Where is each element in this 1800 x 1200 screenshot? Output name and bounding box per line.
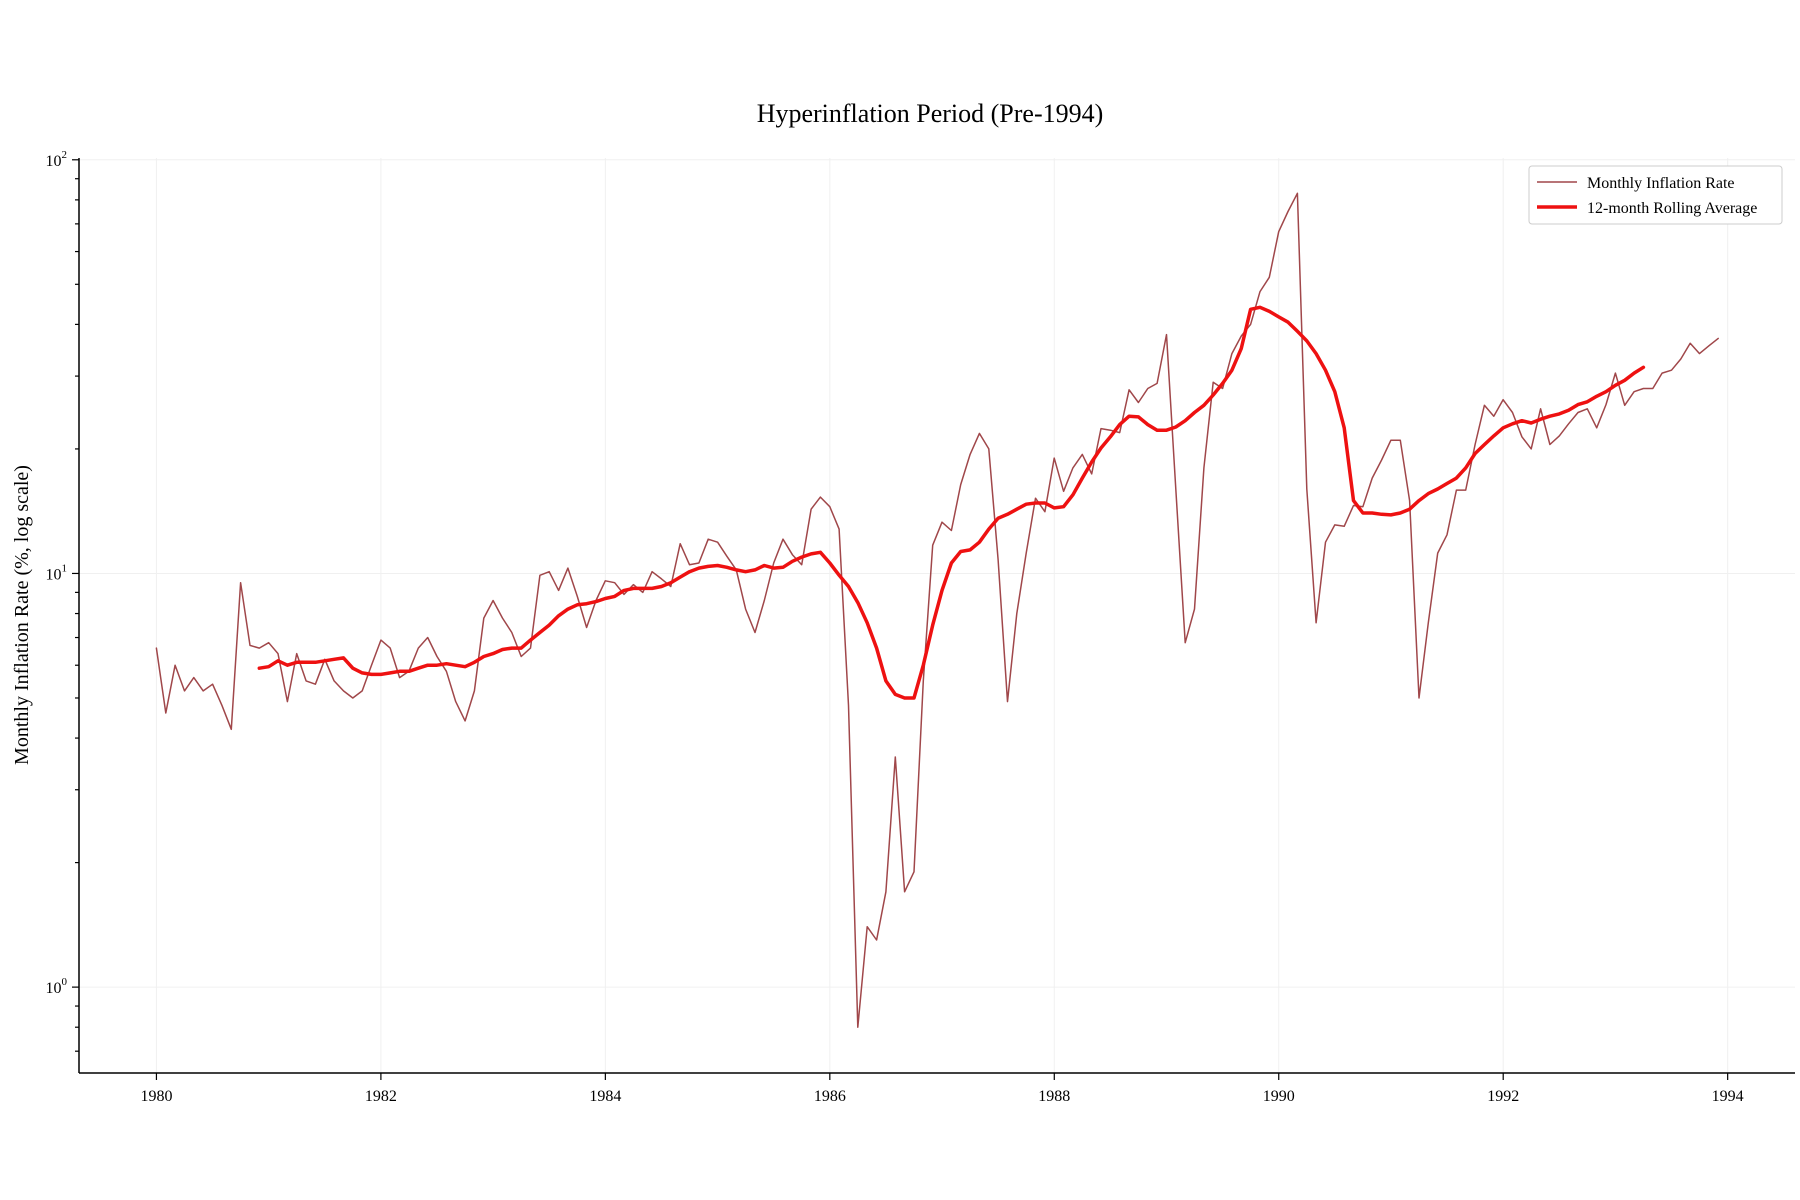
chart-title: Hyperinflation Period (Pre-1994)	[757, 99, 1104, 128]
y-tick-label: 101	[46, 562, 68, 583]
series-line-rolling-average	[257, 305, 1646, 700]
y-axis-label: Monthly Inflation Rate (%, log scale)	[11, 465, 33, 765]
x-tick-label: 1980	[140, 1088, 172, 1105]
x-tick-label: 1992	[1487, 1088, 1519, 1105]
series-layer	[155, 192, 1719, 1028]
x-tick-label: 1984	[589, 1088, 621, 1105]
x-tick-label: 1990	[1263, 1088, 1295, 1105]
x-axis-ticks: 1980 1982 1984 1986 1988 1990 1992 1994	[140, 1073, 1744, 1105]
y-axis-ticks: 100 101 102	[46, 149, 79, 1052]
x-tick-label: 1982	[365, 1088, 397, 1105]
x-tick-label: 1988	[1038, 1088, 1070, 1105]
y-tick-label: 100	[46, 976, 68, 997]
legend-label-rolling-average: 12-month Rolling Average	[1587, 200, 1757, 217]
legend: Monthly Inflation Rate 12-month Rolling …	[1528, 165, 1783, 225]
series-line-monthly-inflation	[155, 192, 1719, 1028]
y-tick-label: 102	[46, 149, 68, 170]
legend-box	[1528, 165, 1783, 225]
grid	[79, 158, 1795, 1073]
x-tick-label: 1994	[1712, 1088, 1744, 1105]
x-tick-label: 1986	[814, 1088, 846, 1105]
legend-label-monthly-inflation: Monthly Inflation Rate	[1587, 175, 1735, 192]
